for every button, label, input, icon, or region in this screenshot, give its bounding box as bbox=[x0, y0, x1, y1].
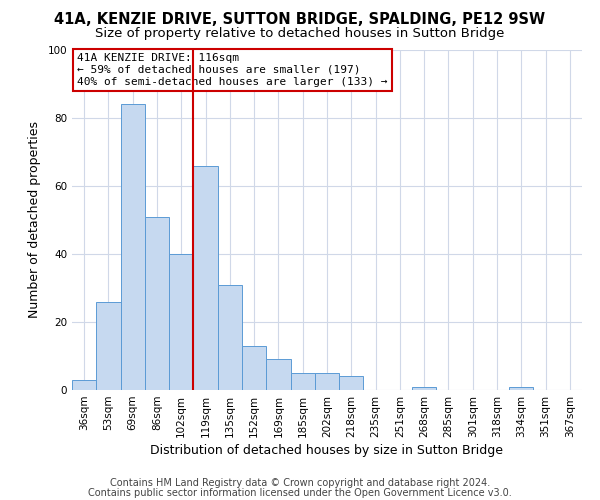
Bar bbox=[412, 386, 436, 390]
Bar bbox=[509, 386, 533, 390]
Bar bbox=[145, 216, 169, 390]
Text: 41A KENZIE DRIVE: 116sqm
← 59% of detached houses are smaller (197)
40% of semi-: 41A KENZIE DRIVE: 116sqm ← 59% of detach… bbox=[77, 54, 388, 86]
Bar bbox=[218, 284, 242, 390]
Text: 41A, KENZIE DRIVE, SUTTON BRIDGE, SPALDING, PE12 9SW: 41A, KENZIE DRIVE, SUTTON BRIDGE, SPALDI… bbox=[55, 12, 545, 28]
Text: Contains HM Land Registry data © Crown copyright and database right 2024.: Contains HM Land Registry data © Crown c… bbox=[110, 478, 490, 488]
Y-axis label: Number of detached properties: Number of detached properties bbox=[28, 122, 41, 318]
Bar bbox=[339, 376, 364, 390]
Bar bbox=[266, 360, 290, 390]
Bar bbox=[193, 166, 218, 390]
Bar bbox=[242, 346, 266, 390]
Text: Contains public sector information licensed under the Open Government Licence v3: Contains public sector information licen… bbox=[88, 488, 512, 498]
Bar bbox=[315, 373, 339, 390]
Bar bbox=[121, 104, 145, 390]
Bar bbox=[72, 380, 96, 390]
Text: Size of property relative to detached houses in Sutton Bridge: Size of property relative to detached ho… bbox=[95, 28, 505, 40]
Bar bbox=[290, 373, 315, 390]
Bar bbox=[96, 302, 121, 390]
X-axis label: Distribution of detached houses by size in Sutton Bridge: Distribution of detached houses by size … bbox=[151, 444, 503, 457]
Bar bbox=[169, 254, 193, 390]
